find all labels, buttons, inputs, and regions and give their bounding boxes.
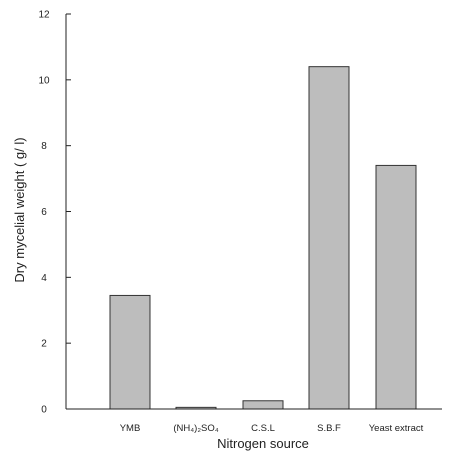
bar-3 [308,66,350,410]
x-tick-label: S.B.F [317,423,341,434]
y-tick-label: 10 [38,75,50,86]
x-axis-tick-labels: YMB (NH₄)₂SO₄ C.S.L S.B.F Yeast extract [120,423,424,434]
x-tick-label: (NH₄)₂SO₄ [173,423,218,434]
y-axis-ticks: 0 2 4 6 8 10 12 [38,10,71,416]
x-tick-label: Yeast extract [369,423,424,434]
bar-4 [375,164,417,410]
y-tick-label: 2 [41,339,47,350]
y-tick-label: 4 [41,273,47,284]
y-tick-label: 12 [38,10,50,21]
x-tick-label: C.S.L [251,423,275,434]
y-tick-label: 0 [41,405,47,416]
bars [109,66,417,410]
bar-0 [109,294,151,410]
x-tick-label: YMB [120,423,141,434]
x-axis-label: Nitrogen source [217,436,309,451]
y-tick-label: 8 [41,141,47,152]
y-tick-label: 6 [41,207,47,218]
bar-2 [242,400,284,410]
y-axis-label: Dry mycelial weight ( g/ l) [12,137,27,282]
